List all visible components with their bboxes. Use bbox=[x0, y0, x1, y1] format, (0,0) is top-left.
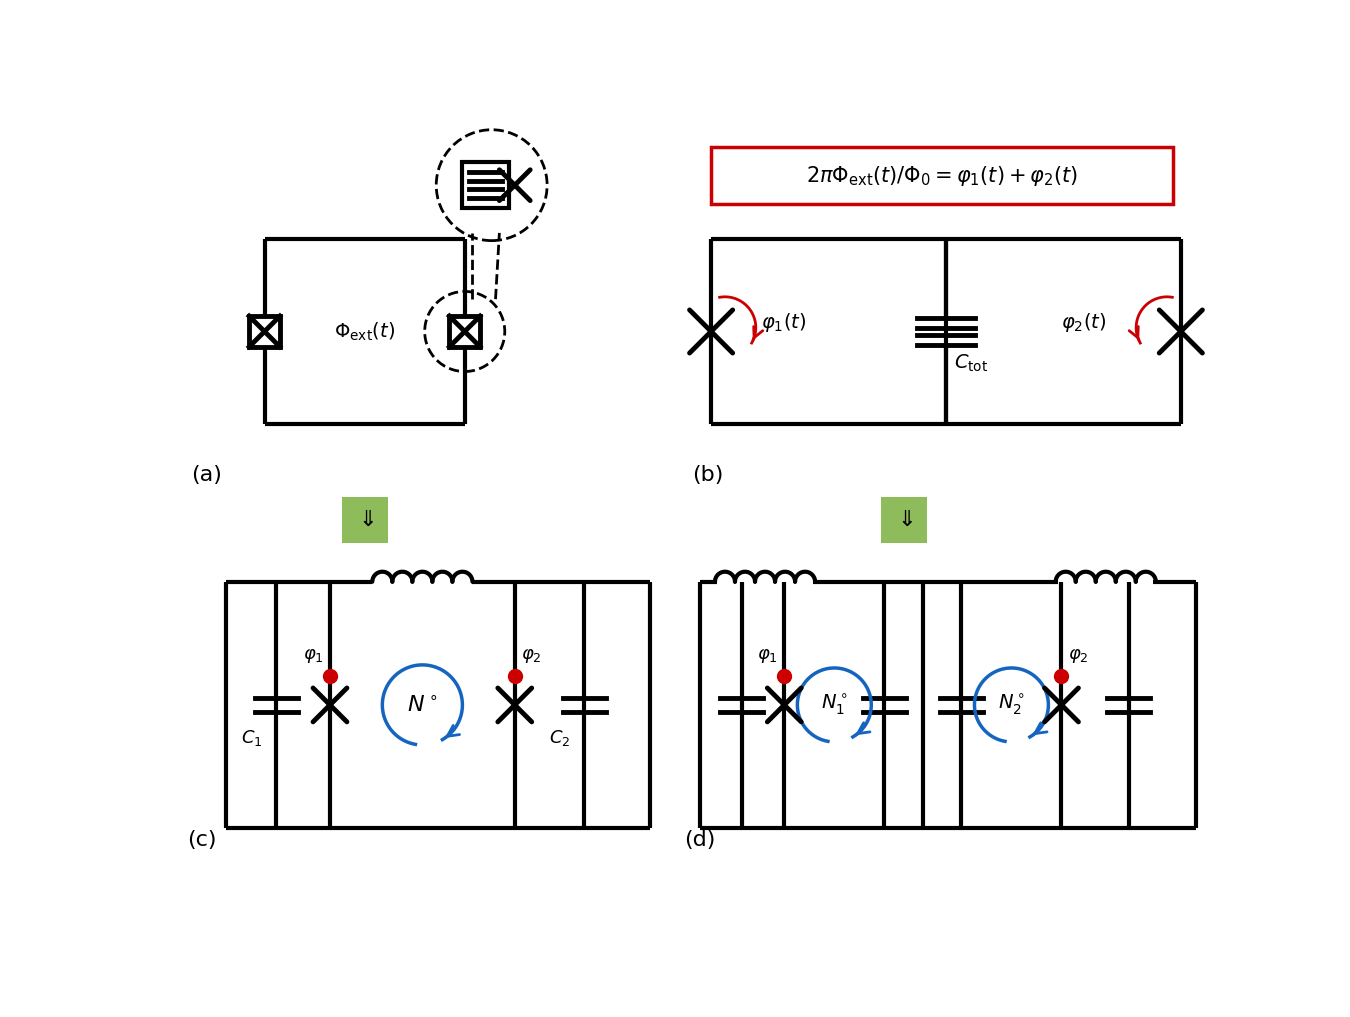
Text: $N^\circ$: $N^\circ$ bbox=[408, 695, 437, 715]
Text: $2\pi\Phi_{\mathrm{ext}}(t)/\Phi_0 = \varphi_1(t) + \varphi_2(t)$: $2\pi\Phi_{\mathrm{ext}}(t)/\Phi_0 = \va… bbox=[806, 164, 1079, 187]
Text: (b): (b) bbox=[691, 466, 724, 485]
Bar bbox=[463, 162, 509, 208]
Text: $N_1^\circ$: $N_1^\circ$ bbox=[821, 693, 848, 717]
Text: (c): (c) bbox=[188, 830, 217, 849]
Text: $\varphi_1$: $\varphi_1$ bbox=[302, 647, 324, 665]
Text: $C_{\mathrm{tot}}$: $C_{\mathrm{tot}}$ bbox=[953, 353, 988, 374]
Text: $\varphi_2$: $\varphi_2$ bbox=[521, 647, 541, 665]
Bar bbox=[250, 316, 279, 347]
Text: $\Downarrow$: $\Downarrow$ bbox=[355, 511, 375, 530]
Text: $\varphi_1$: $\varphi_1$ bbox=[757, 647, 778, 665]
Bar bbox=[880, 497, 926, 543]
Text: $\Downarrow$: $\Downarrow$ bbox=[894, 511, 914, 530]
Text: (a): (a) bbox=[192, 466, 223, 485]
Text: (d): (d) bbox=[684, 830, 716, 849]
Circle shape bbox=[436, 130, 547, 241]
Text: $\varphi_2(t)$: $\varphi_2(t)$ bbox=[1061, 311, 1107, 334]
Text: $C_2$: $C_2$ bbox=[549, 728, 570, 749]
Text: $\Phi_{\mathrm{ext}}(t)$: $\Phi_{\mathrm{ext}}(t)$ bbox=[333, 320, 396, 343]
Bar bbox=[711, 146, 1173, 204]
Text: $\varphi_2$: $\varphi_2$ bbox=[1068, 647, 1088, 665]
Text: $C_1$: $C_1$ bbox=[240, 728, 262, 749]
Text: $\varphi_1(t)$: $\varphi_1(t)$ bbox=[761, 311, 806, 334]
Bar bbox=[342, 497, 387, 543]
Text: $N_2^\circ$: $N_2^\circ$ bbox=[998, 693, 1025, 717]
Bar bbox=[450, 316, 481, 347]
